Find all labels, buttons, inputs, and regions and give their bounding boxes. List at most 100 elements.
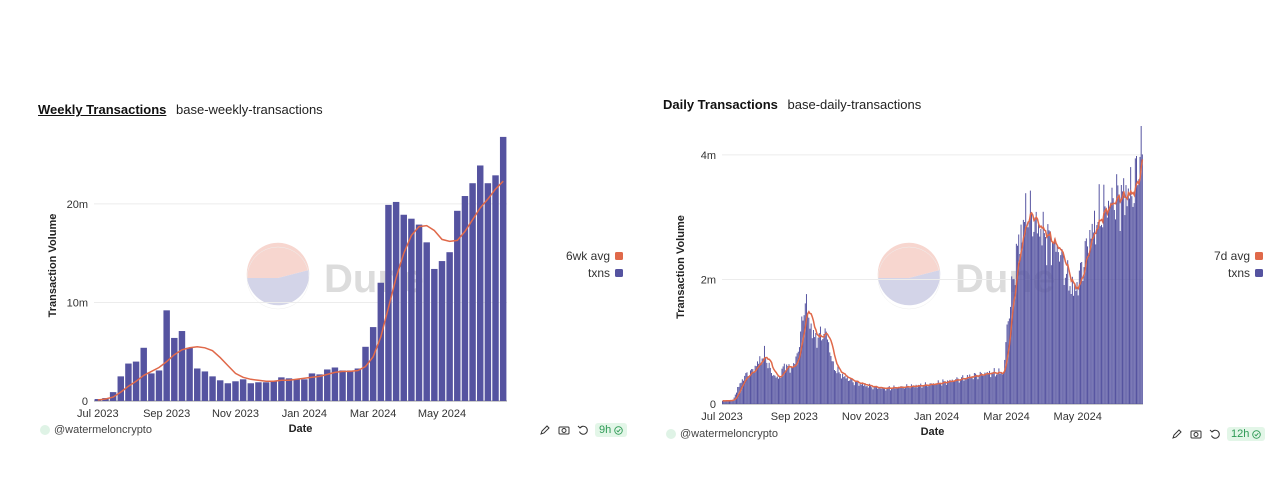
camera-icon[interactable] <box>557 423 571 437</box>
bar <box>754 365 756 404</box>
bar <box>739 383 741 404</box>
bar <box>833 370 835 404</box>
bar <box>881 387 883 404</box>
bar <box>859 383 861 404</box>
bar <box>950 381 952 404</box>
bar <box>1034 217 1036 404</box>
bar <box>996 374 998 404</box>
bar <box>931 384 933 404</box>
bar <box>117 376 124 401</box>
x-tick-label: Mar 2024 <box>350 408 396 420</box>
bar <box>767 368 769 404</box>
y-tick-label: 4m <box>701 150 716 162</box>
bar <box>1104 206 1106 404</box>
camera-icon[interactable] <box>1189 427 1203 441</box>
bar <box>1127 188 1129 404</box>
bar <box>973 373 975 404</box>
bar <box>1053 243 1055 404</box>
bar <box>385 204 392 401</box>
bar <box>1083 267 1085 404</box>
bar <box>844 376 846 404</box>
bar <box>789 372 791 404</box>
bar <box>920 383 922 404</box>
bar <box>1063 285 1065 404</box>
bar <box>1106 217 1108 404</box>
legend-label: txns <box>1228 266 1250 280</box>
bar <box>1087 246 1089 404</box>
bar <box>959 379 961 404</box>
bar <box>781 368 783 404</box>
bar <box>362 346 369 401</box>
bar <box>1020 224 1022 404</box>
chart-title[interactable]: Weekly Transactions <box>38 102 167 117</box>
bar <box>873 386 875 404</box>
bar <box>935 383 937 404</box>
bar <box>731 400 733 404</box>
bar <box>1021 242 1023 404</box>
bar <box>1125 185 1127 404</box>
bar <box>808 317 810 404</box>
bar <box>969 374 971 404</box>
bar <box>1073 295 1075 404</box>
bar <box>415 224 423 401</box>
author-credit[interactable]: @watermeloncrypto <box>40 424 152 436</box>
bar <box>1126 206 1128 404</box>
bar <box>885 390 887 404</box>
bar <box>774 375 776 404</box>
bar <box>906 384 908 404</box>
bar <box>438 261 446 401</box>
refresh-icon[interactable] <box>576 423 590 437</box>
x-tick-label: May 2024 <box>1054 411 1102 423</box>
bar <box>354 368 362 401</box>
bar <box>1068 290 1070 404</box>
bar <box>891 388 893 404</box>
edit-icon[interactable] <box>538 423 552 437</box>
bar <box>795 356 797 404</box>
bar <box>369 327 377 401</box>
bar <box>1101 224 1103 404</box>
bar <box>850 379 852 404</box>
bar <box>745 373 747 404</box>
bar <box>922 386 924 404</box>
bar <box>772 375 774 404</box>
refresh-icon[interactable] <box>1208 427 1222 441</box>
bar <box>1085 238 1087 404</box>
bar <box>978 374 980 404</box>
edit-icon[interactable] <box>1170 427 1184 441</box>
bar <box>1011 276 1013 404</box>
bar <box>760 362 762 404</box>
bar <box>431 268 438 401</box>
watermark-logo-bottom <box>878 270 941 306</box>
bar <box>870 385 872 404</box>
bar <box>1133 203 1135 404</box>
bar <box>940 383 942 404</box>
bar <box>1010 306 1012 404</box>
bar <box>853 385 855 404</box>
bar <box>821 340 823 404</box>
bar <box>768 362 770 404</box>
bar <box>492 175 499 401</box>
bar <box>851 378 853 404</box>
bar <box>929 383 931 404</box>
bar <box>724 401 726 404</box>
watermark-logo-top <box>246 242 309 278</box>
chart-title[interactable]: Daily Transactions <box>663 97 778 112</box>
x-tick-label: Sep 2023 <box>771 411 818 423</box>
bar <box>1040 228 1042 404</box>
bar <box>1036 233 1038 404</box>
bar <box>926 385 928 404</box>
refresh-age-badge: 12h <box>1227 427 1266 441</box>
x-tick-label: Jul 2023 <box>701 411 743 423</box>
bar <box>285 378 293 401</box>
bar <box>877 388 879 404</box>
bar <box>756 361 758 404</box>
y-tick-label: 10m <box>67 297 88 309</box>
bar <box>979 371 981 404</box>
panel-header: Weekly Transactions base-weekly-transact… <box>38 102 323 117</box>
bar <box>1137 185 1139 404</box>
bar <box>990 377 992 404</box>
bar <box>1132 206 1134 404</box>
bar <box>1122 191 1123 404</box>
author-credit[interactable]: @watermeloncrypto <box>666 428 778 440</box>
bar <box>1099 226 1101 404</box>
